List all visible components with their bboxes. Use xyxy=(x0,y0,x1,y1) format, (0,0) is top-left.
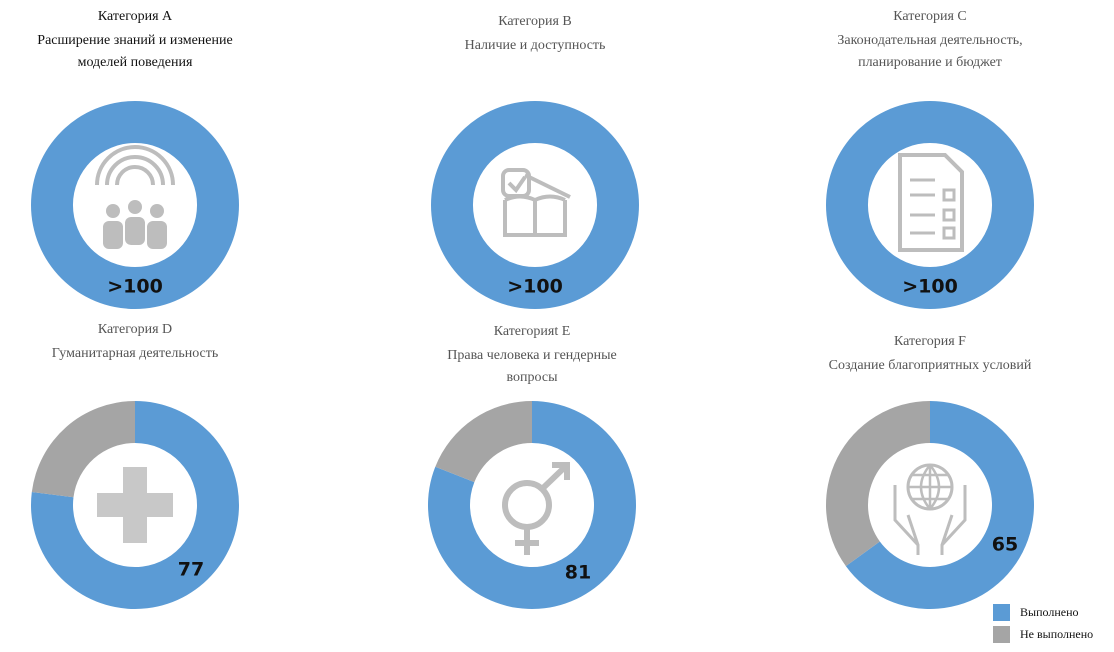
chart-title: Категория A xyxy=(98,9,173,24)
donut-segment xyxy=(826,401,930,567)
chart-subtitle: Гуманитарная деятельность xyxy=(52,346,219,361)
icon-part xyxy=(942,226,956,240)
donut-segment xyxy=(31,401,136,498)
donut-segment xyxy=(30,401,239,610)
value-label: 65 xyxy=(992,534,1018,556)
value-label: >100 xyxy=(507,276,563,298)
value-label: >100 xyxy=(107,276,163,298)
chart-subtitle: вопросы xyxy=(507,370,559,385)
icon-part xyxy=(95,145,175,186)
icon-part xyxy=(105,155,165,186)
value-label: >100 xyxy=(902,276,958,298)
icon-part xyxy=(942,188,956,202)
icon-part xyxy=(942,208,956,222)
chart-title: Категория B xyxy=(498,14,572,29)
donut-segment xyxy=(826,101,1034,309)
icon-part xyxy=(103,221,123,249)
icon xyxy=(898,153,964,252)
icon-part xyxy=(908,464,952,510)
legend-label: Не выполнено xyxy=(1020,627,1093,641)
value-label: 81 xyxy=(565,562,591,584)
donut-segment xyxy=(845,401,1034,610)
icon-part xyxy=(125,217,145,245)
chart-title: Категорияt E xyxy=(494,324,571,339)
chart-subtitle: Законодательная деятельность, xyxy=(837,33,1022,48)
donut-segment xyxy=(428,401,637,609)
icon-part xyxy=(898,153,964,252)
icon xyxy=(97,467,173,543)
icon-part xyxy=(503,173,571,237)
chart-subtitle: планирование и бюджет xyxy=(858,55,1002,70)
icon xyxy=(893,463,967,555)
chart-title: Категория D xyxy=(98,322,172,337)
legend-swatch xyxy=(993,604,1010,621)
donut-segment xyxy=(435,401,532,483)
icon-part xyxy=(97,467,173,543)
donut-segment xyxy=(431,101,639,309)
icon-part xyxy=(507,175,527,194)
icon-part xyxy=(150,204,164,218)
chart-subtitle: Расширение знаний и изменение xyxy=(37,33,232,48)
icon-part xyxy=(128,200,142,214)
icon-part xyxy=(115,165,155,186)
icon-part xyxy=(501,168,531,198)
icon-part xyxy=(893,485,967,555)
chart-subtitle: Создание благоприятных условий xyxy=(829,358,1032,373)
chart-subtitle: моделей поведения xyxy=(78,55,193,70)
legend-label: Выполнено xyxy=(1020,605,1079,619)
chart-title: Категория F xyxy=(894,334,966,349)
chart-subtitle: Права человека и гендерные xyxy=(447,348,616,363)
icon-part xyxy=(502,480,552,530)
donut-segment xyxy=(31,101,239,309)
icon-part xyxy=(515,462,570,555)
icon xyxy=(95,145,175,249)
icon xyxy=(502,462,570,555)
value-label: 77 xyxy=(178,559,204,581)
chart-subtitle: Наличие и доступность xyxy=(465,38,606,53)
chart-title: Категория C xyxy=(893,9,967,24)
icon xyxy=(501,168,571,237)
legend-swatch xyxy=(993,626,1010,643)
icon-part xyxy=(106,204,120,218)
icon-part xyxy=(147,221,167,249)
